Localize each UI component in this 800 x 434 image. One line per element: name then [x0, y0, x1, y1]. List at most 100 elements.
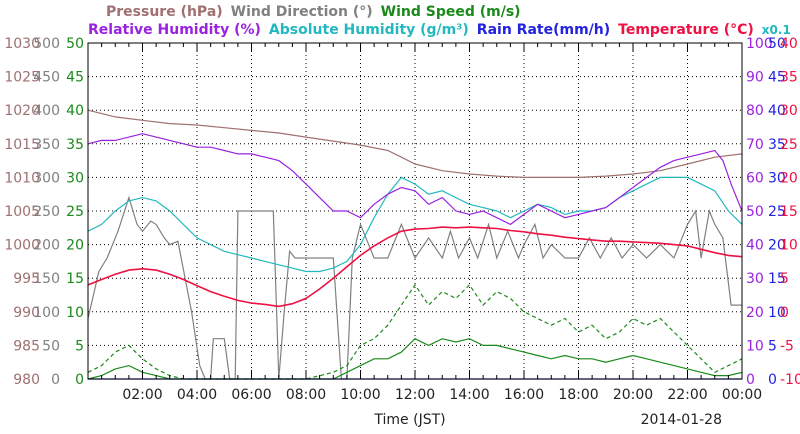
- y-tick-label-wind_speed: 15: [66, 271, 84, 287]
- y-tick-label-pressure: 1015: [4, 137, 40, 153]
- series-line: [87, 195, 742, 380]
- y-tick-label-wind_speed: 30: [66, 170, 84, 186]
- axes: 9809859909951000100510101015102010251030…: [4, 36, 800, 388]
- x-axis: 02:00 04:00 06:00 08:00 10:00 12:00 14:00 16:00…: [87, 43, 762, 403]
- y-tick-label-pressure: 1005: [4, 204, 40, 220]
- y-tick-label-temperature: 5: [780, 271, 789, 287]
- legend-entry: Wind Speed (m/s): [381, 4, 521, 20]
- legend-entry: Rain Rate(mm/h): [477, 22, 610, 38]
- y-tick-label-pressure: 1010: [4, 170, 40, 186]
- x-tick-label: 08:00: [286, 387, 326, 403]
- y-tick-label-wind_direction: 200: [33, 238, 60, 254]
- y-tick-label-pressure: 995: [13, 271, 40, 287]
- y-tick-label-wind_speed: 0: [75, 372, 84, 388]
- y-tick-label-temperature: 0: [780, 305, 789, 321]
- y-tick-label-wind_direction: 250: [33, 204, 60, 220]
- y-tick-label-pressure: 1020: [4, 103, 40, 119]
- y-tick-label-wind_direction: 500: [33, 36, 60, 52]
- y-tick-label-humidity: 80: [746, 103, 764, 119]
- y-tick-label-rain_rate: 40: [768, 103, 786, 119]
- y-tick-label-humidity: 0: [746, 372, 755, 388]
- y-tick-label-wind_direction: 150: [33, 271, 60, 287]
- series-line: [87, 176, 743, 273]
- y-tick-label-wind_speed: 25: [66, 204, 84, 220]
- y-tick-label-temperature: 40: [780, 36, 798, 52]
- y-tick-label-humidity: 20: [746, 305, 764, 321]
- y-tick-label-humidity: 40: [746, 238, 764, 254]
- y-tick-label-rain_rate: 15: [768, 271, 786, 287]
- y-tick-label-wind_speed: 5: [75, 338, 84, 354]
- series-line: [87, 109, 743, 178]
- series-line: [87, 283, 743, 380]
- legend-entry: x0.1: [762, 23, 791, 37]
- y-tick-label-wind_direction: 400: [33, 103, 60, 119]
- y-tick-label-pressure: 1000: [4, 238, 40, 254]
- legend-entry: Pressure (hPa): [106, 4, 223, 20]
- x-tick-label: 00:00: [722, 387, 762, 403]
- x-tick-label: 12:00: [395, 387, 435, 403]
- y-tick-label-wind_speed: 20: [66, 238, 84, 254]
- y-tick-label-temperature: -5: [780, 338, 794, 354]
- x-tick-label: 04:00: [177, 387, 217, 403]
- x-tick-label: 22:00: [667, 387, 707, 403]
- y-tick-label-wind_direction: 50: [42, 338, 60, 354]
- y-tick-label-pressure: 990: [13, 305, 40, 321]
- y-tick-label-rain_rate: 20: [768, 238, 786, 254]
- y-tick-label-rain_rate: 0: [768, 372, 777, 388]
- y-tick-label-rain_rate: 35: [768, 137, 786, 153]
- y-tick-label-humidity: 30: [746, 271, 764, 287]
- y-tick-label-wind_speed: 50: [66, 36, 84, 52]
- chart-title: Pressure (hPa) Wind Direction (°) Wind Spe…: [88, 4, 791, 38]
- y-tick-label-temperature: 10: [780, 238, 798, 254]
- y-tick-label-wind_speed: 40: [66, 103, 84, 119]
- x-tick-label: 20:00: [613, 387, 653, 403]
- y-tick-label-rain_rate: 50: [768, 36, 786, 52]
- y-tick-label-humidity: 50: [746, 204, 764, 220]
- y-tick-label-temperature: 35: [780, 70, 798, 86]
- y-tick-label-rain_rate: 10: [768, 305, 786, 321]
- y-tick-label-pressure: 1025: [4, 70, 40, 86]
- y-tick-label-humidity: 70: [746, 137, 764, 153]
- x-tick-label: 14:00: [449, 387, 489, 403]
- x-tick-label: 06:00: [231, 387, 271, 403]
- y-tick-label-temperature: -10: [780, 372, 800, 388]
- date-label: 2014-01-28: [641, 412, 722, 428]
- x-tick-label: 10:00: [340, 387, 380, 403]
- y-tick-label-wind_speed: 10: [66, 305, 84, 321]
- y-tick-label-humidity: 100: [746, 36, 773, 52]
- series-line: [87, 226, 743, 308]
- legend-entry: Temperature (°C): [618, 22, 754, 38]
- x-axis-label: Time (JST): [373, 412, 445, 428]
- y-tick-label-pressure: 980: [13, 372, 40, 388]
- legend-entry: Relative Humidity (%): [88, 22, 261, 38]
- plot-grid: [88, 43, 742, 379]
- y-tick-label-wind_direction: 350: [33, 137, 60, 153]
- y-tick-label-temperature: 15: [780, 204, 798, 220]
- y-tick-label-humidity: 10: [746, 338, 764, 354]
- y-tick-label-pressure: 985: [13, 338, 40, 354]
- y-tick-label-temperature: 20: [780, 170, 798, 186]
- y-tick-label-rain_rate: 25: [768, 204, 786, 220]
- legend-entry: Wind Direction (°): [231, 4, 373, 20]
- y-tick-label-rain_rate: 5: [768, 338, 777, 354]
- series-line: [87, 133, 743, 226]
- y-tick-label-wind_direction: 300: [33, 170, 60, 186]
- title-line: Pressure (hPa) Wind Direction (°) Wind Spe…: [106, 4, 521, 20]
- legend-entry: Absolute Humidity (g/m³): [269, 22, 469, 38]
- y-tick-label-wind_direction: 100: [33, 305, 60, 321]
- plot-series: [87, 109, 743, 380]
- x-tick-label: 16:00: [504, 387, 544, 403]
- x-tick-label: 02:00: [122, 387, 162, 403]
- y-tick-label-temperature: 30: [780, 103, 798, 119]
- y-tick-label-wind_direction: 0: [51, 372, 60, 388]
- y-tick-label-wind_speed: 45: [66, 70, 84, 86]
- y-tick-label-wind_speed: 35: [66, 137, 84, 153]
- y-tick-label-temperature: 25: [780, 137, 798, 153]
- x-tick-label: 18:00: [558, 387, 598, 403]
- y-tick-label-wind_direction: 450: [33, 70, 60, 86]
- y-tick-label-pressure: 1030: [4, 36, 40, 52]
- title-line: Relative Humidity (%) Absolute Humidity (…: [88, 22, 791, 38]
- y-tick-label-rain_rate: 30: [768, 170, 786, 186]
- y-tick-label-humidity: 90: [746, 70, 764, 86]
